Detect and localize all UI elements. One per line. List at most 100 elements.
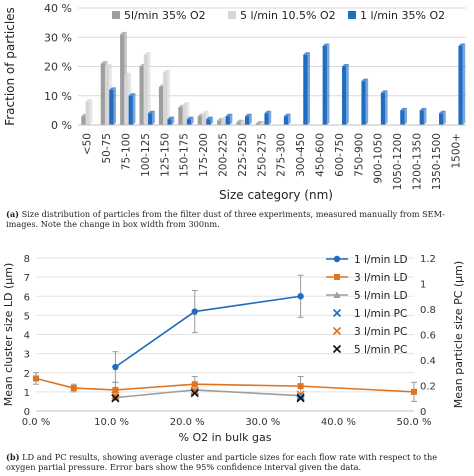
legend: 5l/min 35% O2 5 l/min 10.5% O2 1 l/min 35%… — [112, 9, 445, 22]
bar-top — [236, 119, 244, 123]
bar-side — [385, 90, 388, 125]
y-right-tick-label: 0 — [420, 407, 426, 418]
bar — [225, 116, 230, 125]
y-right-tick-label: 1 — [420, 280, 426, 291]
bar — [197, 116, 202, 125]
marker-stroke — [296, 392, 305, 402]
bar-side — [171, 116, 175, 125]
legend-marker — [333, 291, 341, 298]
bar — [148, 113, 153, 125]
legend-label: 5l/min 35% O2 — [124, 9, 206, 22]
y-axis-label: Mean cluster size LD (µm) — [2, 263, 15, 407]
bar-side — [249, 113, 252, 125]
x-tick-label: 900-1050 — [373, 133, 385, 184]
legend-marker — [334, 274, 340, 280]
data-point — [191, 308, 198, 315]
bar — [186, 119, 192, 125]
data-point — [296, 394, 305, 403]
bar-side — [152, 110, 155, 125]
marker-stroke — [332, 308, 342, 318]
y-right-tick-label: 0.8 — [420, 305, 436, 316]
data-point — [411, 388, 417, 395]
bar — [124, 75, 129, 125]
bar-side — [132, 93, 136, 125]
x-tick-label: 750-900 — [353, 133, 365, 177]
series — [33, 372, 417, 402]
bar-top — [322, 43, 330, 47]
legend-label: 3 l/min PC — [354, 326, 407, 338]
bar — [342, 66, 347, 125]
y-tick-label: 20 % — [44, 61, 72, 74]
y-right-tick-label: 1.2 — [420, 254, 436, 265]
bar — [458, 46, 463, 125]
marker-stroke — [190, 386, 199, 395]
y-tick-label: 7 — [24, 273, 30, 284]
x-tick-label: 1200-1350 — [412, 133, 424, 190]
bar-top — [128, 93, 136, 96]
legend-marker — [332, 344, 342, 354]
legend-label: 1 l/min PC — [354, 308, 407, 320]
data-point — [190, 389, 199, 398]
bar-side — [404, 107, 408, 125]
caption-b-text: LD and PC results, showing average clust… — [6, 452, 438, 472]
y-tick-label: 30 % — [44, 31, 72, 44]
legend-label: 5 l/min 10.5% O2 — [240, 9, 336, 22]
caption-a-label: (a) — [6, 209, 20, 219]
bar-side — [462, 43, 466, 125]
bar — [303, 54, 308, 125]
bar-top — [201, 110, 209, 114]
bar-side — [210, 116, 214, 125]
y-tick-label: 5 — [24, 311, 30, 322]
bar — [167, 119, 172, 125]
legend-label: 3 l/min LD — [354, 272, 408, 284]
bar-side — [191, 116, 194, 125]
bar — [400, 110, 405, 125]
x-tick-label: 20.0 % — [170, 417, 205, 428]
x-tick-label: <50 — [82, 133, 94, 155]
data-point — [190, 387, 199, 396]
bar-side — [443, 110, 446, 125]
bar — [419, 110, 424, 125]
series — [112, 274, 304, 383]
series-line — [35, 377, 415, 393]
y-tick-label: 0 % — [51, 119, 72, 132]
marker-stroke — [190, 389, 199, 398]
x-tick-label: 100-125 — [140, 133, 152, 177]
x-tick-label: 10.0 % — [94, 417, 129, 428]
legend-marker — [332, 308, 342, 318]
data-point — [111, 391, 120, 400]
data-point — [190, 386, 199, 395]
bar-top — [148, 110, 155, 114]
x-tick-label: 50-75 — [101, 133, 113, 164]
data-point — [70, 385, 77, 392]
y-right-tick-label: 0.6 — [420, 331, 436, 342]
x-tick-label: 225-250 — [237, 133, 249, 177]
bar-top — [419, 107, 427, 111]
bar — [260, 123, 265, 125]
bar-side — [113, 87, 117, 125]
x-tick-label: 40.0 % — [321, 417, 356, 428]
bar — [322, 46, 327, 125]
y-tick-label: 4 — [24, 331, 30, 342]
marker-stroke — [190, 387, 199, 396]
series — [111, 386, 305, 400]
bar-top — [104, 64, 112, 67]
bar-top — [439, 110, 446, 114]
bar-top — [255, 121, 263, 124]
bar-side — [365, 78, 369, 125]
bar-top — [283, 113, 291, 117]
x-tick-label: 175-200 — [198, 133, 210, 177]
bar-side — [288, 113, 291, 125]
legend-label: 5 l/min LD — [354, 290, 408, 302]
bar-top — [206, 116, 214, 120]
bar — [439, 113, 444, 125]
bar-top — [182, 102, 190, 105]
marker-stroke — [111, 391, 120, 400]
bar — [182, 104, 187, 125]
x-tick-label: 600-750 — [334, 133, 346, 177]
data-point — [296, 392, 305, 402]
y-right-tick-label: 0.4 — [420, 356, 436, 367]
y-tick-label: 6 — [24, 292, 30, 303]
legend-marker — [332, 326, 342, 336]
